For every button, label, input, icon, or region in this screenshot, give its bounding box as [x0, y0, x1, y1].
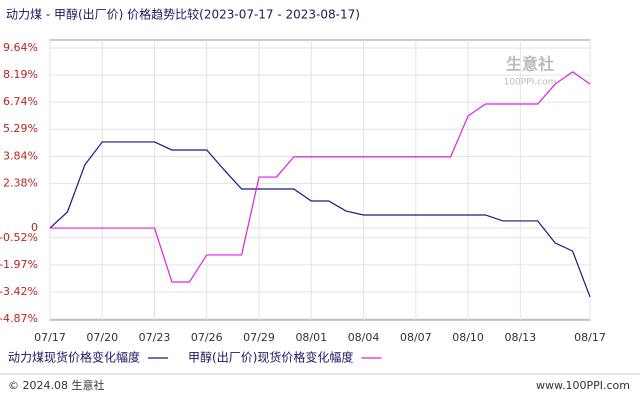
x-tick-label: 08/04	[348, 331, 380, 344]
footer-right: www.100PPI.com	[536, 379, 630, 392]
watermark-url: 100PPI.com	[504, 78, 557, 88]
x-tick-label: 07/23	[139, 331, 171, 344]
series-line	[50, 71, 591, 283]
x-tick-label: 07/17	[34, 331, 66, 344]
watermark: 生意社	[506, 55, 554, 74]
x-tick-label: 08/10	[452, 331, 484, 344]
x-tick-label: 07/20	[86, 331, 118, 344]
x-tick-label: 08/17	[574, 331, 606, 344]
x-tick-label: 08/07	[400, 331, 432, 344]
x-tick-label: 08/13	[504, 331, 536, 344]
y-tick-label: -4.87%	[0, 312, 38, 325]
x-tick-label: 07/29	[243, 331, 275, 344]
x-tick-label: 08/01	[295, 331, 327, 344]
y-tick-label: 9.64%	[3, 41, 38, 54]
y-tick-label: 8.19%	[3, 68, 38, 81]
y-tick-label: 5.29%	[3, 122, 38, 135]
legend-label: 甲醇(出厂价)现货价格变化幅度	[188, 350, 353, 365]
y-tick-label: -0.52%	[0, 231, 38, 244]
legend-label: 动力煤现货价格变化幅度	[8, 350, 140, 365]
series-line	[49, 141, 591, 298]
x-tick-label: 07/26	[191, 331, 223, 344]
y-tick-label: 6.74%	[3, 95, 38, 108]
y-tick-label: -3.42%	[0, 285, 38, 298]
y-tick-label: 2.38%	[3, 177, 38, 190]
y-tick-label: 0	[31, 221, 38, 234]
chart-title: 动力煤 - 甲醇(出厂价) 价格趋势比较(2023-07-17 - 2023-0…	[6, 7, 360, 22]
footer-left: © 2024.08 生意社	[8, 378, 104, 392]
y-tick-label: -1.97%	[0, 258, 38, 271]
y-tick-label: 3.84%	[3, 149, 38, 162]
